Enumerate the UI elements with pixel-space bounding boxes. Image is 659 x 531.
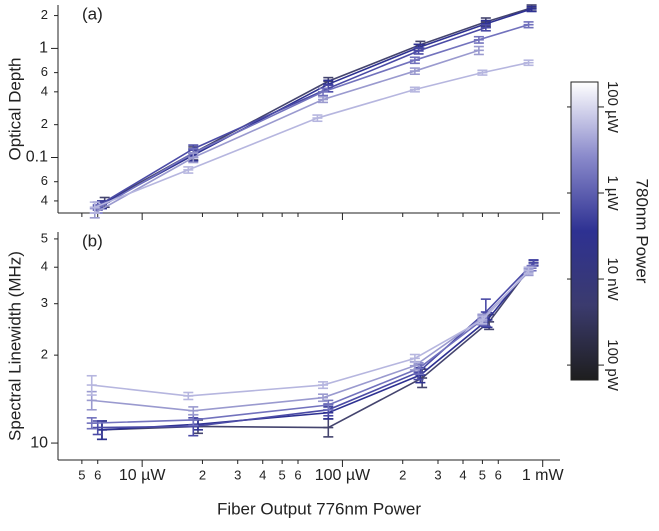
colorbar-title: 780nm Power bbox=[633, 179, 652, 284]
y-tick-label: 6 bbox=[41, 64, 48, 79]
error-bar bbox=[526, 5, 537, 13]
x-tick-label: 2 bbox=[199, 467, 206, 482]
error-bar bbox=[480, 23, 491, 32]
error-bar bbox=[318, 96, 329, 104]
x-tick-label: 4 bbox=[459, 467, 466, 482]
y-axis-label: Spectral Linewidth (MHz) bbox=[5, 251, 24, 441]
x-tick-label: 3 bbox=[434, 467, 441, 482]
error-bar bbox=[477, 69, 488, 76]
colorbar-tick-label: 100 pW bbox=[604, 339, 621, 392]
error-bar bbox=[188, 406, 199, 416]
x-tick-label: 6 bbox=[294, 467, 301, 482]
error-bar bbox=[89, 201, 100, 214]
series-line bbox=[91, 267, 533, 424]
y-tick-label: 3 bbox=[41, 295, 48, 310]
y-tick-label: 4 bbox=[41, 259, 48, 274]
error-bar bbox=[409, 86, 420, 93]
error-bar bbox=[323, 399, 334, 411]
series-line bbox=[94, 49, 480, 214]
y-tick-label: 5 bbox=[41, 230, 48, 245]
series-line bbox=[97, 23, 529, 210]
x-tick-label: 2 bbox=[399, 467, 406, 482]
x-tick-label: 10 µW bbox=[119, 467, 166, 484]
y-tick-label: 0.1 bbox=[26, 149, 48, 166]
error-bar bbox=[312, 114, 323, 123]
series-line bbox=[104, 7, 532, 203]
error-bar bbox=[183, 166, 194, 174]
x-tick-label: 5 bbox=[279, 467, 286, 482]
colorbar bbox=[570, 81, 599, 381]
x-axis-label: Fiber Output 776nm Power bbox=[217, 499, 421, 518]
x-tick-label: 100 µW bbox=[315, 467, 371, 484]
series-line bbox=[91, 271, 530, 412]
error-bar bbox=[523, 21, 534, 29]
error-bar bbox=[188, 152, 199, 164]
y-tick-label: 4 bbox=[41, 83, 48, 98]
error-bar bbox=[409, 56, 420, 65]
panel-label: (b) bbox=[82, 231, 103, 250]
error-bar bbox=[318, 87, 329, 97]
x-tick-label: 6 bbox=[495, 467, 502, 482]
series-line bbox=[91, 269, 530, 397]
error-bar bbox=[409, 353, 420, 364]
error-bar bbox=[409, 67, 420, 76]
error-bar bbox=[473, 35, 484, 44]
x-tick-label: 6 bbox=[94, 467, 101, 482]
y-tick-label: 4 bbox=[41, 192, 48, 207]
y-tick-label: 1 bbox=[39, 40, 48, 57]
error-bar bbox=[413, 47, 424, 55]
series-line bbox=[101, 262, 535, 431]
error-bar bbox=[318, 393, 329, 403]
x-tick-label: 1 mW bbox=[522, 467, 565, 484]
y-tick-label: 2 bbox=[41, 7, 48, 22]
error-bar bbox=[92, 420, 103, 436]
error-bar bbox=[473, 45, 484, 56]
error-bar bbox=[318, 381, 329, 390]
colorbar-tick-label: 10 nW bbox=[604, 257, 621, 301]
y-axis-label: Optical Depth bbox=[5, 58, 24, 161]
x-tick-label: 3 bbox=[234, 467, 241, 482]
error-bar bbox=[86, 417, 97, 430]
error-bar bbox=[183, 391, 194, 401]
error-bar bbox=[523, 59, 534, 67]
colorbar-tick-label: 1 µW bbox=[604, 175, 621, 211]
series-line bbox=[97, 262, 535, 429]
series-line bbox=[101, 262, 535, 431]
series-line bbox=[101, 8, 532, 206]
x-tick-label: 5 bbox=[479, 467, 486, 482]
y-tick-label: 10 bbox=[30, 434, 48, 451]
error-bar bbox=[477, 315, 488, 325]
panel-label: (a) bbox=[82, 4, 103, 23]
error-bar bbox=[523, 266, 534, 275]
colorbar-tick-label: 100 µW bbox=[604, 81, 621, 134]
y-tick-label: 2 bbox=[41, 116, 48, 131]
x-tick-label: 4 bbox=[259, 467, 266, 482]
y-tick-label: 2 bbox=[41, 347, 48, 362]
error-bar bbox=[86, 374, 97, 396]
x-tick-label: 5 bbox=[78, 467, 85, 482]
y-tick-label: 6 bbox=[41, 173, 48, 188]
series-line bbox=[94, 61, 529, 208]
error-bar bbox=[323, 418, 334, 438]
